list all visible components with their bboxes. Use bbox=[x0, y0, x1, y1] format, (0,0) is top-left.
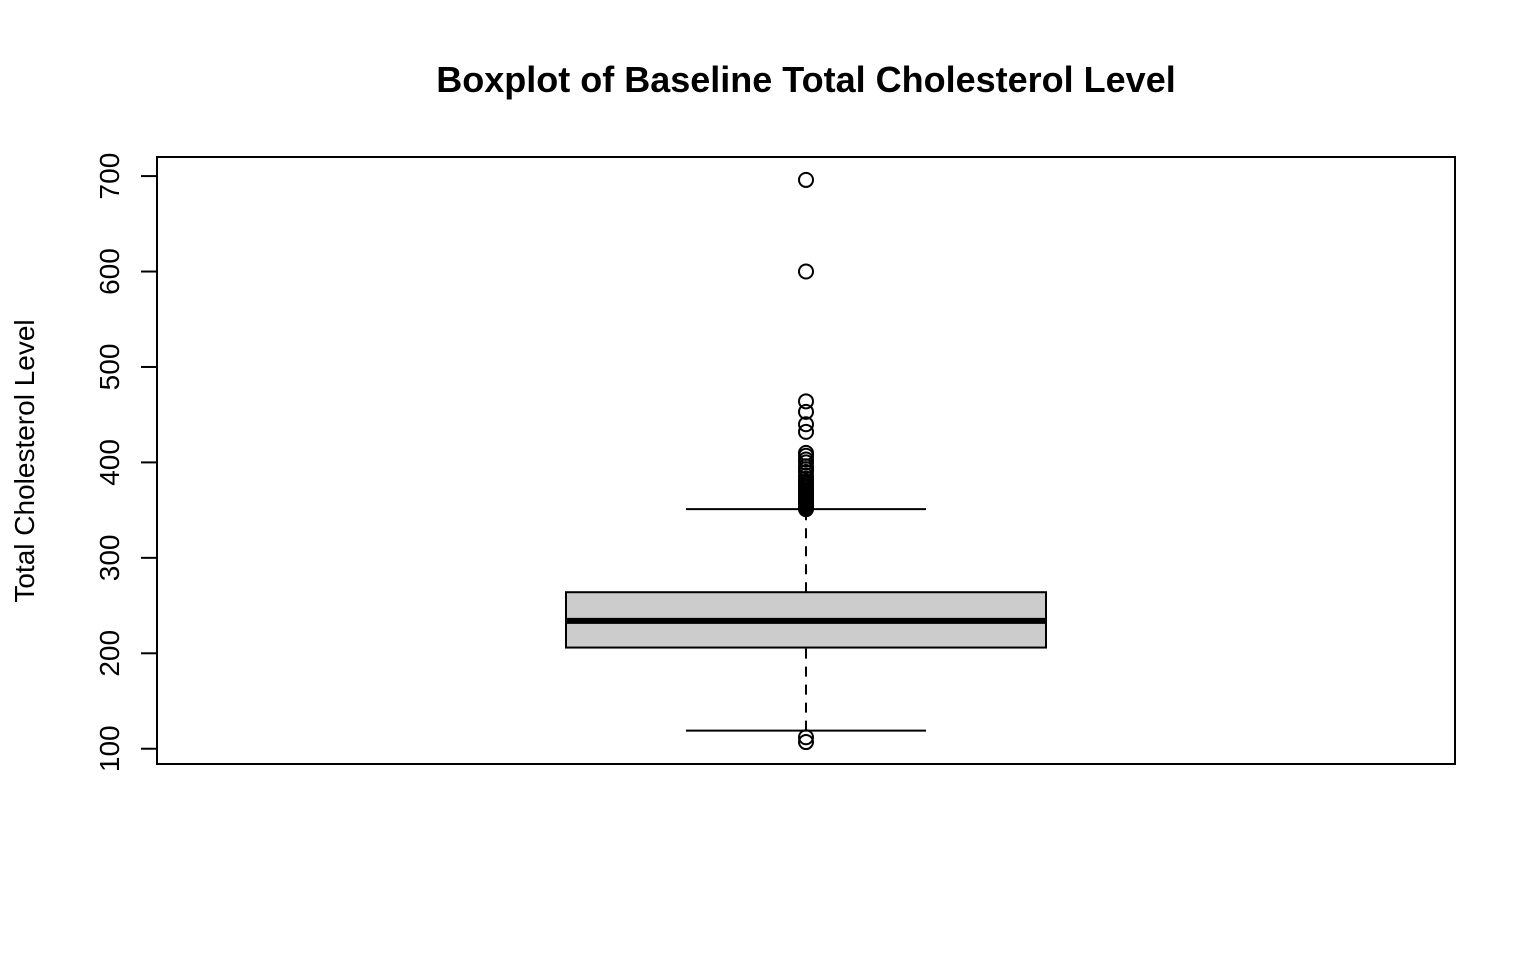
outlier-point bbox=[798, 403, 814, 420]
y-axis-label: Total Cholesterol Level bbox=[9, 319, 40, 602]
y-tick-label: 400 bbox=[94, 439, 125, 486]
y-tick-label: 200 bbox=[94, 630, 125, 677]
y-tick-label: 300 bbox=[94, 534, 125, 581]
y-tick-label: 600 bbox=[94, 248, 125, 295]
y-tick-label: 500 bbox=[94, 344, 125, 391]
outlier-point bbox=[798, 416, 814, 433]
outlier-group bbox=[798, 171, 814, 751]
y-axis: 100 200 300 400 500 600 700 bbox=[94, 153, 158, 772]
y-tick-label: 700 bbox=[94, 153, 125, 200]
outlier-point bbox=[798, 393, 814, 410]
box-group bbox=[565, 508, 1047, 732]
outlier-point bbox=[798, 263, 814, 280]
y-tick-label: 100 bbox=[94, 725, 125, 772]
outlier-point bbox=[798, 734, 814, 751]
outlier-point bbox=[798, 444, 814, 461]
chart-title: Boxplot of Baseline Total Cholesterol Le… bbox=[436, 59, 1175, 100]
outlier-point bbox=[798, 729, 814, 746]
outlier-point bbox=[798, 171, 814, 188]
outlier-point bbox=[798, 423, 814, 440]
